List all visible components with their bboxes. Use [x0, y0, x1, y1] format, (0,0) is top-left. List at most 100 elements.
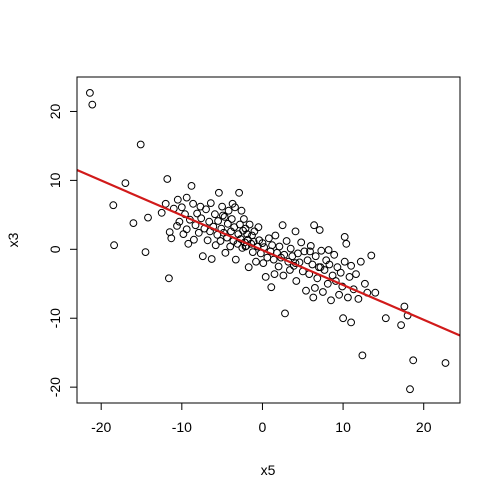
- data-point: [291, 227, 300, 236]
- data-point: [330, 250, 339, 259]
- y-tick-label: 20: [47, 103, 63, 119]
- data-point: [281, 309, 289, 318]
- data-point: [397, 321, 406, 330]
- data-point: [173, 222, 181, 230]
- data-point: [361, 279, 369, 288]
- data-point: [221, 248, 230, 257]
- data-point: [235, 188, 244, 197]
- data-point: [184, 239, 193, 248]
- data-point: [258, 239, 267, 248]
- data-point: [211, 241, 220, 250]
- data-point: [244, 263, 253, 272]
- data-point: [109, 201, 118, 210]
- data-point: [249, 237, 258, 246]
- y-axis-label: x3: [5, 232, 21, 247]
- y-tick-label: -20: [47, 377, 63, 397]
- data-point: [175, 217, 184, 226]
- x-axis: -20 -10 0 10 20: [91, 402, 432, 435]
- data-point: [339, 314, 348, 323]
- data-point: [224, 206, 233, 215]
- data-point: [252, 257, 260, 266]
- data-point: [358, 351, 367, 360]
- data-point: [136, 140, 145, 149]
- y-axis: -20 -10 0 10 20: [47, 103, 78, 397]
- data-point: [144, 213, 152, 222]
- data-point: [347, 318, 356, 327]
- data-point: [406, 385, 414, 394]
- data-point: [282, 237, 291, 245]
- data-point: [88, 100, 97, 109]
- data-point: [268, 241, 277, 250]
- data-point: [340, 257, 349, 266]
- data-point: [344, 293, 352, 302]
- data-point: [189, 199, 198, 208]
- data-point: [173, 195, 182, 204]
- data-point: [270, 270, 279, 279]
- data-point: [267, 283, 276, 292]
- data-point: [220, 213, 229, 221]
- data-point: [347, 261, 356, 270]
- y-tick-label: 0: [47, 245, 63, 253]
- data-point: [286, 244, 295, 253]
- data-point: [409, 356, 418, 365]
- data-point: [110, 241, 118, 250]
- data-point: [163, 175, 172, 183]
- x-tick-label: 20: [416, 419, 432, 435]
- data-point: [310, 221, 319, 230]
- data-point: [241, 224, 250, 233]
- data-point: [300, 247, 309, 256]
- y-tick-label: -10: [47, 308, 63, 328]
- data-point: [441, 359, 450, 367]
- data-point: [336, 268, 345, 277]
- data-point: [203, 236, 212, 245]
- data-point: [352, 270, 360, 279]
- data-point: [237, 206, 246, 215]
- data-point: [261, 273, 270, 281]
- data-point: [316, 263, 325, 272]
- data-point: [193, 209, 202, 218]
- data-point: [354, 295, 363, 303]
- data-point: [278, 221, 287, 230]
- x-tick-label: 10: [335, 419, 351, 435]
- data-point: [340, 233, 349, 241]
- data-point: [265, 234, 273, 243]
- data-point: [297, 238, 306, 247]
- data-point: [303, 256, 312, 265]
- data-point: [141, 248, 150, 257]
- data-point: [259, 259, 268, 268]
- data-point: [302, 286, 310, 295]
- data-point: [356, 257, 365, 266]
- y-tick-label: 10: [47, 172, 63, 188]
- data-point: [309, 293, 318, 302]
- data-point: [236, 220, 244, 229]
- regression-line-layer: [76, 169, 461, 337]
- data-point: [279, 271, 288, 280]
- data-point: [292, 277, 301, 285]
- data-point: [86, 89, 94, 97]
- data-point: [367, 251, 376, 260]
- x-tick-label: 0: [259, 419, 267, 435]
- data-point: [194, 228, 203, 237]
- data-point: [228, 199, 237, 208]
- data-point: [325, 260, 334, 269]
- data-point: [227, 215, 236, 223]
- data-point: [306, 242, 315, 250]
- data-point: [218, 202, 227, 211]
- data-point: [275, 242, 284, 251]
- x-tick-label: -10: [172, 419, 192, 435]
- data-point: [207, 255, 216, 263]
- data-point: [269, 255, 278, 264]
- data-point: [165, 228, 174, 237]
- data-point: [349, 285, 358, 294]
- data-point: [327, 296, 335, 305]
- data-point: [323, 279, 332, 288]
- data-point: [197, 214, 206, 223]
- data-point: [219, 211, 227, 220]
- x-tick-label: -20: [91, 419, 111, 435]
- data-point: [315, 226, 324, 234]
- data-point: [129, 219, 138, 228]
- data-point: [202, 205, 210, 214]
- data-point: [274, 262, 283, 271]
- data-point: [345, 273, 354, 281]
